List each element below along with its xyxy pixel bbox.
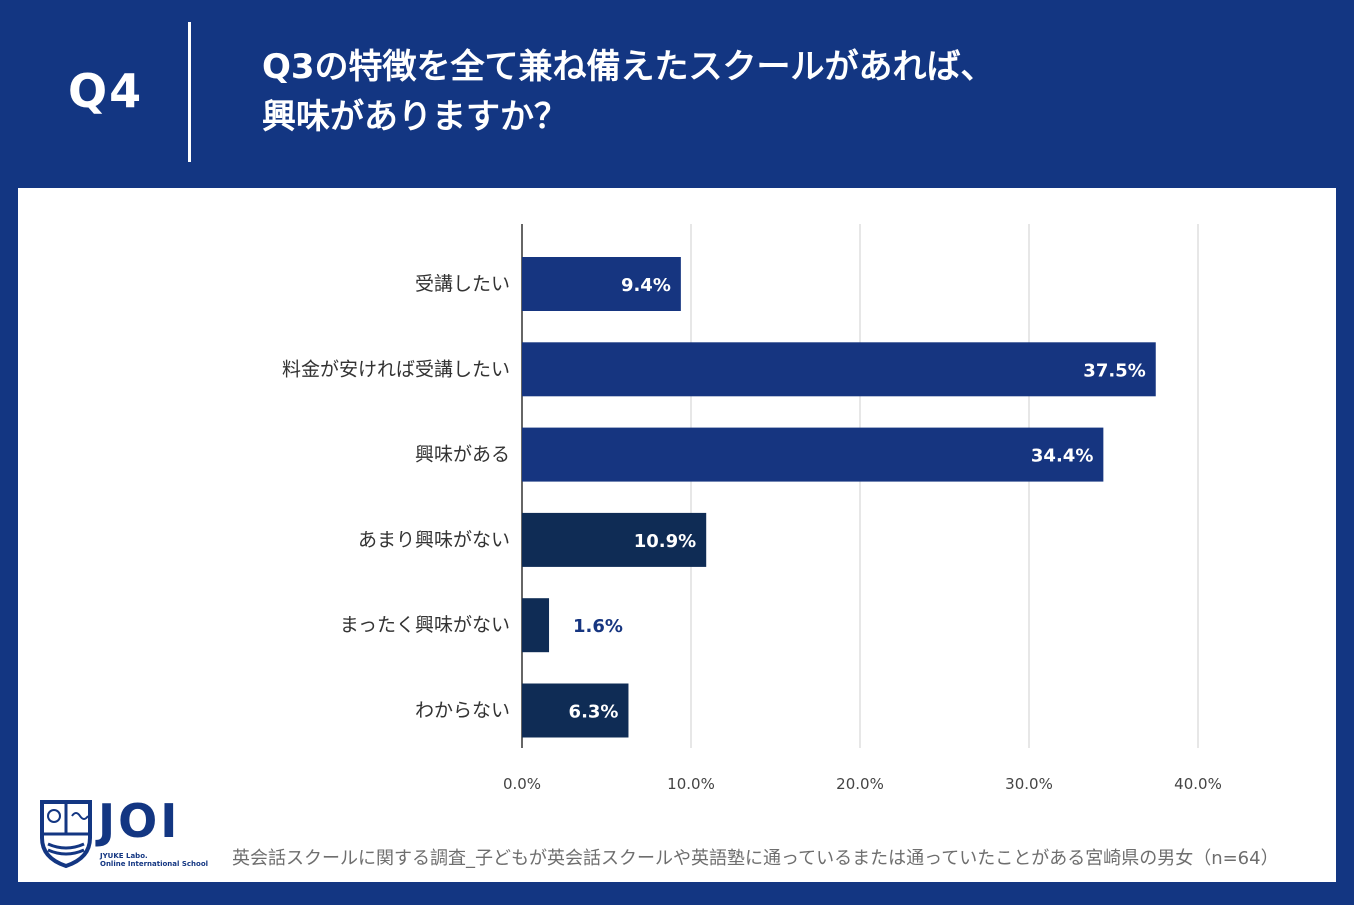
data-label: 37.5%	[1083, 360, 1145, 381]
logo-subtitle-2: Online International School	[100, 860, 209, 868]
category-label: 料金が安ければ受講したい	[282, 358, 510, 380]
bar-chart: 0.0% 10.0% 20.0% 30.0% 40.0% 受講したい 9.4% 料金が安ければ…	[282, 224, 1222, 793]
header-divider	[188, 22, 191, 162]
crest-icon	[40, 800, 92, 869]
data-label: 6.3%	[569, 702, 619, 723]
data-label: 1.6%	[573, 616, 623, 637]
question-line-2: 興味がありますか？	[262, 97, 568, 137]
question-title: Q3の特徴を全て兼ね備えたスクールがあれば、 興味がありますか？	[262, 42, 1262, 142]
x-tick-label: 0.0%	[503, 775, 541, 793]
x-tick-label: 10.0%	[667, 775, 715, 793]
chart-panel: 0.0% 10.0% 20.0% 30.0% 40.0% 受講したい 9.4% 料金が安ければ…	[18, 188, 1336, 882]
x-tick-label: 20.0%	[836, 775, 884, 793]
question-line-1: Q3の特徴を全て兼ね備えたスクールがあれば、	[262, 47, 995, 87]
header: Q4 Q3の特徴を全て兼ね備えたスクールがあれば、 興味がありますか？	[0, 0, 1354, 188]
data-label: 34.4%	[1031, 446, 1093, 467]
survey-note: 英会話スクールに関する調査_子どもが英会話スクールや英語塾に通っているまたは通っ…	[232, 848, 1279, 869]
category-label: わからない	[415, 700, 510, 722]
category-label: 受講したい	[415, 273, 510, 295]
bar	[522, 598, 550, 653]
logo-subtitle-1: JYUKE Labo.	[100, 852, 148, 860]
category-label: 興味がある	[415, 444, 510, 466]
x-tick-label: 30.0%	[1005, 775, 1053, 793]
bar	[522, 342, 1156, 397]
data-label: 10.9%	[634, 531, 696, 552]
bar	[522, 257, 681, 311]
bar	[522, 512, 707, 567]
x-tick-label: 40.0%	[1174, 775, 1222, 793]
bar	[522, 427, 1104, 482]
bar	[522, 683, 629, 738]
category-label: あまり興味がない	[358, 529, 510, 551]
joi-logo: JOI JYUKE Labo. Online International Sch…	[38, 794, 209, 870]
logo-wordmark: JOI	[98, 794, 181, 848]
category-label: まったく興味がない	[340, 614, 510, 636]
data-label: 9.4%	[621, 275, 671, 296]
question-number: Q4	[68, 64, 144, 118]
